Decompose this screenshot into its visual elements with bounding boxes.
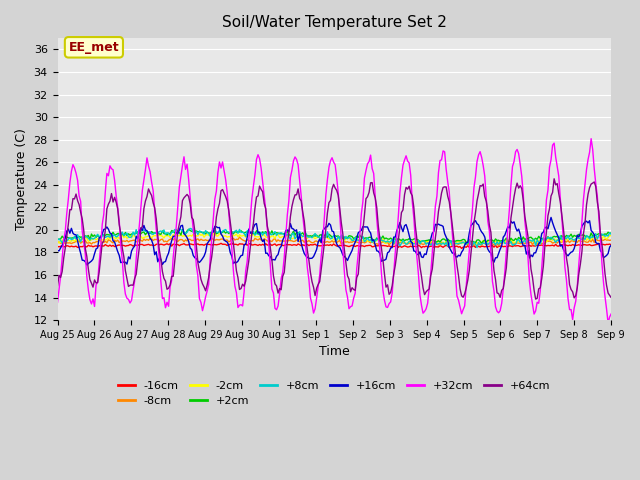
+2cm (580, 232, 588, 238)
-16cm (248, 242, 256, 248)
-8cm (248, 238, 256, 243)
-16cm (239, 241, 246, 247)
+64cm (550, 176, 558, 181)
-2cm (211, 230, 219, 236)
-8cm (495, 243, 502, 249)
+16cm (83, 262, 91, 268)
+8cm (122, 231, 129, 237)
Line: -16cm: -16cm (58, 243, 611, 249)
Y-axis label: Temperature (C): Temperature (C) (15, 128, 28, 230)
-8cm (122, 239, 129, 244)
+16cm (607, 242, 615, 248)
+8cm (239, 229, 246, 235)
+32cm (577, 242, 584, 248)
+64cm (246, 244, 254, 250)
+32cm (604, 320, 612, 326)
+16cm (54, 248, 61, 253)
+8cm (248, 229, 256, 235)
-16cm (228, 240, 236, 246)
-2cm (580, 239, 588, 245)
Text: EE_met: EE_met (68, 41, 119, 54)
+2cm (220, 228, 228, 234)
+8cm (607, 231, 615, 237)
X-axis label: Time: Time (319, 345, 349, 359)
+16cm (123, 261, 131, 267)
-2cm (54, 238, 61, 244)
+32cm (246, 215, 254, 221)
-2cm (607, 233, 615, 239)
+32cm (54, 300, 61, 305)
+2cm (248, 230, 256, 236)
-2cm (122, 233, 129, 239)
Legend: -16cm, -8cm, -2cm, +2cm, +8cm, +16cm, +32cm, +64cm: -16cm, -8cm, -2cm, +2cm, +8cm, +16cm, +3… (114, 376, 555, 411)
+64cm (580, 231, 588, 237)
-16cm (458, 246, 465, 252)
Line: +8cm: +8cm (58, 228, 611, 248)
Line: -8cm: -8cm (58, 237, 611, 246)
+64cm (607, 295, 615, 300)
+2cm (464, 241, 472, 247)
+64cm (532, 296, 540, 302)
-16cm (607, 242, 615, 248)
-2cm (220, 233, 228, 239)
+8cm (220, 228, 228, 233)
+2cm (185, 227, 193, 232)
+32cm (296, 178, 303, 184)
+8cm (580, 234, 588, 240)
+64cm (122, 268, 129, 274)
+8cm (298, 232, 305, 238)
-16cm (298, 243, 305, 249)
-8cm (54, 240, 61, 246)
+2cm (607, 230, 615, 236)
-2cm (298, 235, 305, 240)
-8cm (239, 237, 246, 243)
-16cm (580, 242, 588, 248)
Line: +64cm: +64cm (58, 179, 611, 299)
+64cm (219, 187, 227, 192)
-16cm (219, 241, 227, 247)
+16cm (248, 231, 256, 237)
+32cm (588, 136, 595, 142)
+16cm (239, 252, 246, 258)
Line: +16cm: +16cm (58, 217, 611, 265)
+32cm (219, 159, 227, 165)
+2cm (239, 229, 246, 235)
-2cm (450, 242, 458, 248)
+64cm (237, 286, 245, 291)
+16cm (580, 221, 588, 227)
-8cm (219, 236, 227, 242)
+2cm (122, 229, 129, 235)
+64cm (54, 283, 61, 288)
+8cm (186, 226, 194, 231)
-8cm (298, 238, 305, 244)
Line: -2cm: -2cm (58, 233, 611, 245)
-16cm (122, 243, 129, 249)
+8cm (54, 237, 61, 243)
-2cm (239, 233, 246, 239)
-2cm (248, 233, 256, 239)
Title: Soil/Water Temperature Set 2: Soil/Water Temperature Set 2 (222, 15, 447, 30)
+64cm (296, 195, 303, 201)
+2cm (54, 236, 61, 242)
+8cm (473, 245, 481, 251)
-8cm (580, 237, 588, 243)
+32cm (607, 311, 615, 317)
-16cm (54, 244, 61, 250)
Line: +2cm: +2cm (58, 229, 611, 244)
+32cm (122, 291, 129, 297)
+16cm (547, 215, 555, 220)
+16cm (220, 237, 228, 243)
-8cm (236, 234, 243, 240)
-8cm (607, 237, 615, 243)
+2cm (298, 231, 305, 237)
+32cm (237, 302, 245, 308)
+16cm (298, 240, 305, 246)
Line: +32cm: +32cm (58, 139, 611, 323)
